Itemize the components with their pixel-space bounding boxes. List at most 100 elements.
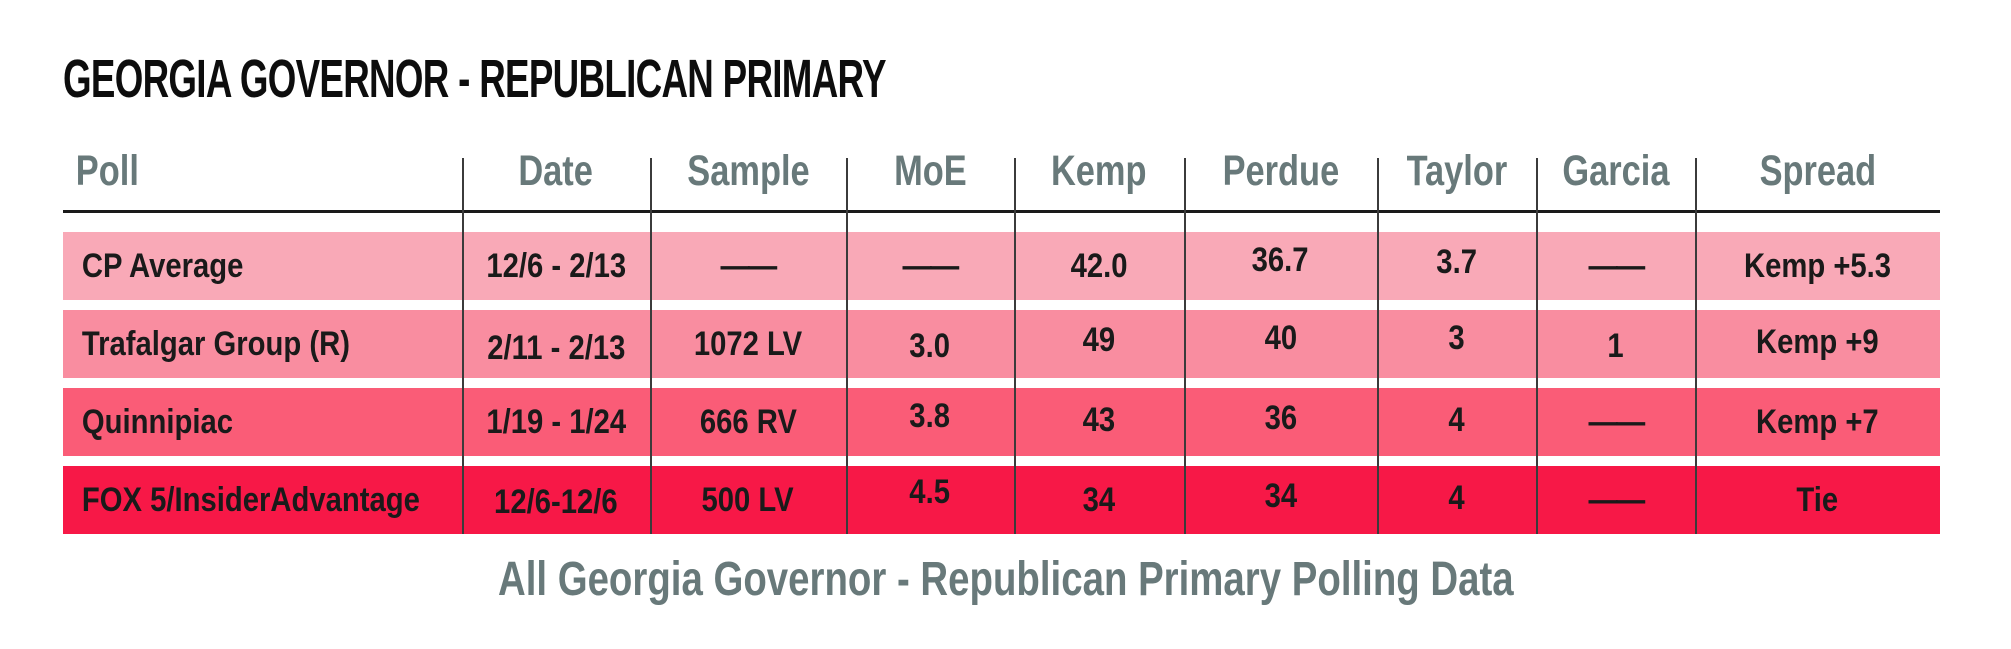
column-divider [1184, 158, 1186, 534]
cell-perdue: 34 [1184, 466, 1377, 534]
date-value: 12/6 - 2/13 [486, 246, 626, 285]
column-header-kemp: Kemp [1014, 147, 1184, 210]
poll-name: Quinnipiac [81, 402, 234, 441]
cell-date: 2/11 - 2/13 [462, 310, 650, 378]
cell-kemp: 49 [1014, 310, 1184, 378]
cell-taylor: 4 [1377, 388, 1536, 456]
cell-perdue: 36 [1184, 388, 1377, 456]
poll-name: Trafalgar Group (R) [81, 324, 350, 363]
cell-kemp: 42.0 [1014, 232, 1184, 300]
perdue-value: 36 [1264, 398, 1297, 437]
perdue-value: 40 [1264, 318, 1297, 357]
cell-poll: CP Average [63, 232, 462, 300]
column-header-sample: Sample [650, 147, 846, 210]
table-row-cp-average: CP Average 12/6 - 2/13 —— —— 42.0 36.7 3… [63, 232, 1940, 300]
sample-value: —— [720, 246, 777, 285]
cell-kemp: 43 [1014, 388, 1184, 456]
date-value: 12/6-12/6 [494, 482, 618, 521]
cell-kemp: 34 [1014, 466, 1184, 534]
column-header-garcia-label: Garcia [1561, 147, 1670, 195]
column-header-date: Date [462, 147, 650, 210]
column-divider [846, 158, 848, 534]
kemp-value: 49 [1082, 320, 1116, 359]
sample-value: 500 LV [701, 480, 795, 519]
moe-value: —— [902, 246, 959, 285]
moe-value: 4.5 [909, 472, 951, 511]
table-row-fox5: FOX 5/InsiderAdvantage 12/6-12/6 500 LV … [63, 466, 1940, 534]
cell-sample: 1072 LV [650, 310, 846, 378]
column-header-moe-label: MoE [893, 147, 967, 195]
column-header-spread-label: Spread [1759, 147, 1876, 195]
column-header-moe: MoE [846, 147, 1014, 210]
spread-value: Tie [1796, 480, 1839, 519]
polling-table: Poll Date Sample MoE Kemp Perdue Taylor … [63, 120, 1940, 534]
table-caption-text: All Georgia Governor - Republican Primar… [497, 553, 1514, 606]
kemp-value: 34 [1082, 480, 1116, 519]
cell-perdue: 36.7 [1184, 232, 1377, 300]
cell-garcia: —— [1536, 466, 1695, 534]
cell-taylor: 3 [1377, 310, 1536, 378]
table-header-row: Poll Date Sample MoE Kemp Perdue Taylor … [63, 120, 1940, 213]
moe-value: 3.8 [909, 396, 951, 435]
cell-sample: 500 LV [650, 466, 846, 534]
cell-spread: Tie [1695, 466, 1940, 534]
table-row-trafalgar: Trafalgar Group (R) 2/11 - 2/13 1072 LV … [63, 310, 1940, 378]
taylor-value: 4 [1448, 478, 1465, 517]
cell-sample: 666 RV [650, 388, 846, 456]
taylor-value: 3 [1448, 318, 1465, 357]
moe-value: 3.0 [909, 326, 951, 365]
spread-value: Kemp +7 [1756, 402, 1879, 441]
column-header-date-label: Date [518, 147, 594, 195]
garcia-value: —— [1587, 246, 1645, 285]
column-header-sample-label: Sample [686, 147, 810, 195]
kemp-value: 42.0 [1070, 246, 1128, 285]
cell-moe: 3.8 [846, 388, 1014, 456]
column-divider [1536, 158, 1538, 534]
garcia-value: —— [1587, 480, 1645, 519]
table-row-quinnipiac: Quinnipiac 1/19 - 1/24 666 RV 3.8 43 36 … [63, 388, 1940, 456]
taylor-value: 3.7 [1436, 242, 1477, 281]
garcia-value: —— [1587, 402, 1645, 441]
cell-poll: Quinnipiac [63, 388, 462, 456]
cell-perdue: 40 [1184, 310, 1377, 378]
sample-value: 666 RV [699, 402, 797, 441]
perdue-value: 36.7 [1252, 240, 1309, 279]
cell-date: 12/6-12/6 [462, 466, 650, 534]
cell-garcia: 1 [1536, 310, 1695, 378]
cell-moe: 3.0 [846, 310, 1014, 378]
column-header-spread: Spread [1695, 147, 1940, 210]
spread-value: Kemp +9 [1756, 322, 1879, 361]
cell-sample: —— [650, 232, 846, 300]
garcia-value: 1 [1607, 326, 1624, 365]
date-value: 2/11 - 2/13 [486, 328, 626, 367]
kemp-value: 43 [1082, 400, 1116, 439]
cell-taylor: 4 [1377, 466, 1536, 534]
spread-value: Kemp +5.3 [1743, 246, 1892, 285]
date-value: 1/19 - 1/24 [486, 402, 626, 441]
cell-spread: Kemp +9 [1695, 310, 1940, 378]
page-title: GEORGIA GOVERNOR - REPUBLICAN PRIMARY [63, 49, 887, 109]
column-header-poll-label: Poll [75, 147, 139, 195]
column-header-kemp-label: Kemp [1051, 147, 1147, 195]
cell-garcia: —— [1536, 232, 1695, 300]
taylor-value: 4 [1448, 400, 1465, 439]
column-header-taylor-label: Taylor [1406, 147, 1507, 195]
poll-name: FOX 5/InsiderAdvantage [81, 480, 420, 519]
column-header-taylor: Taylor [1377, 147, 1536, 210]
cell-taylor: 3.7 [1377, 232, 1536, 300]
column-divider [1695, 158, 1697, 534]
cell-spread: Kemp +5.3 [1695, 232, 1940, 300]
cell-moe: —— [846, 232, 1014, 300]
cell-poll: Trafalgar Group (R) [63, 310, 462, 378]
column-header-poll: Poll [63, 147, 462, 210]
column-divider [1014, 158, 1016, 534]
column-divider [650, 158, 652, 534]
perdue-value: 34 [1264, 476, 1297, 515]
cell-date: 12/6 - 2/13 [462, 232, 650, 300]
column-header-perdue-label: Perdue [1222, 147, 1339, 195]
sample-value: 1072 LV [693, 324, 803, 363]
column-header-garcia: Garcia [1536, 147, 1695, 210]
poll-name: CP Average [81, 246, 244, 285]
column-divider [462, 158, 464, 534]
column-divider [1377, 158, 1379, 534]
